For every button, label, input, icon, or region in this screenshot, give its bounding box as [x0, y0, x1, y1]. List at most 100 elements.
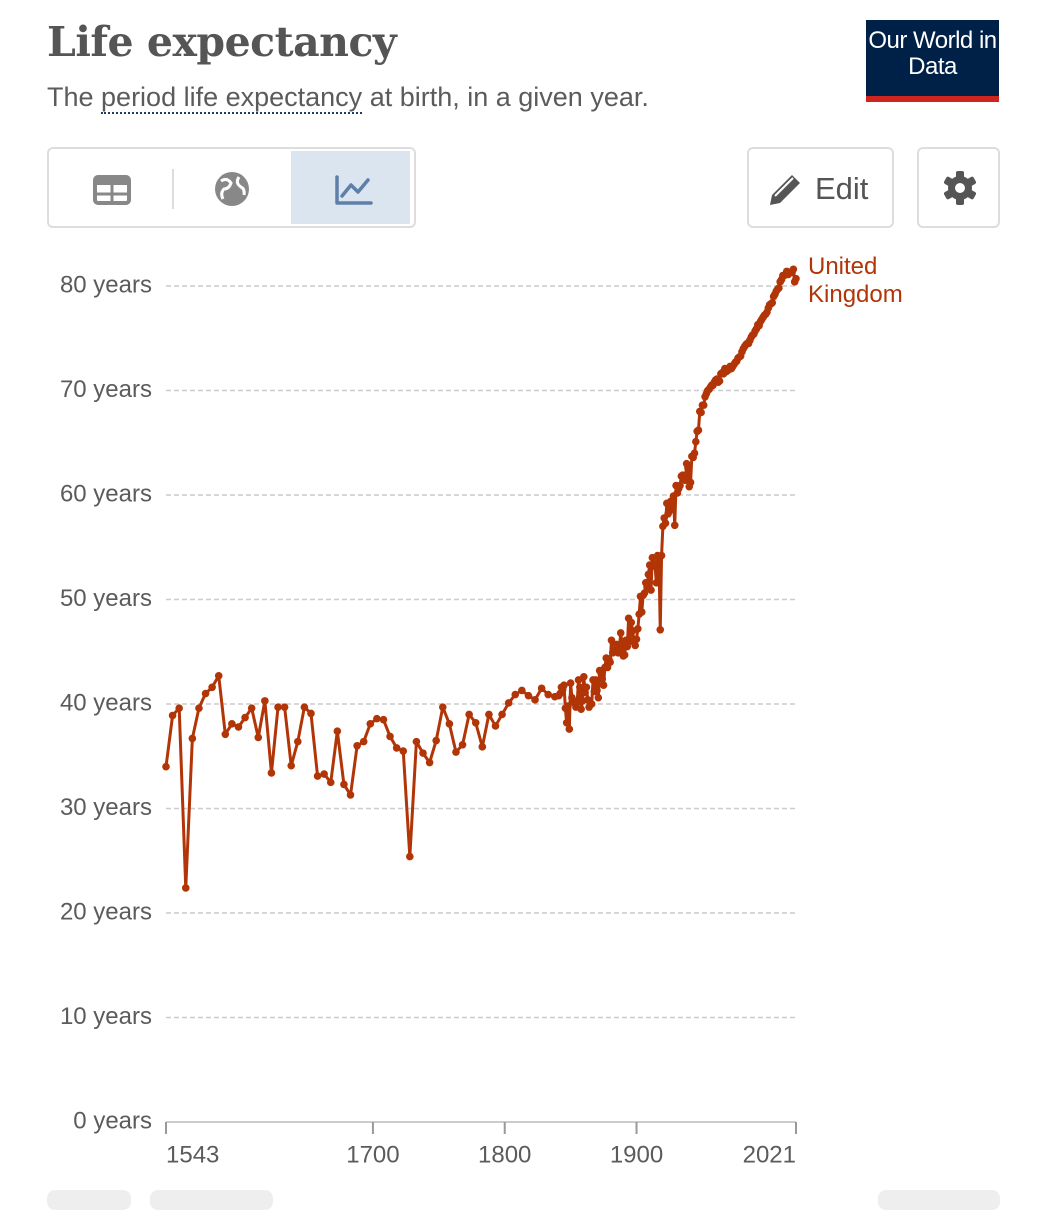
data-point: [677, 472, 686, 480]
data-point: [647, 586, 655, 594]
data-point: [664, 510, 672, 518]
data-point: [618, 639, 626, 648]
data-point: [619, 652, 628, 660]
y-tick-label: 40 years: [60, 689, 152, 716]
data-point: [705, 385, 713, 394]
data-point: [634, 624, 642, 633]
data-point: [723, 366, 732, 375]
data-point: [736, 352, 745, 360]
data-point: [162, 762, 170, 771]
data-point: [684, 464, 692, 472]
data-point: [703, 386, 712, 395]
data-point: [580, 673, 588, 681]
data-point: [711, 376, 720, 384]
edit-button[interactable]: Edit: [747, 147, 894, 228]
data-point: [769, 292, 778, 301]
data-point: [181, 884, 190, 892]
table-tab[interactable]: [93, 175, 131, 205]
data-point: [753, 320, 762, 329]
data-point: [751, 327, 759, 335]
data-point: [195, 704, 203, 712]
data-point: [333, 727, 342, 735]
x-tick-label: 1700: [346, 1141, 399, 1168]
data-point: [669, 492, 678, 500]
data-point: [792, 274, 800, 283]
data-point: [780, 271, 788, 280]
data-point: [432, 736, 440, 745]
data-point: [201, 689, 210, 698]
data-point: [585, 703, 593, 711]
data-point: [639, 591, 647, 600]
data-point: [790, 278, 799, 286]
map-tab[interactable]: [215, 172, 249, 206]
data-point: [718, 368, 726, 377]
data-point: [608, 648, 617, 657]
data-point: [689, 453, 697, 462]
y-tick-label: 60 years: [60, 480, 152, 507]
data-point: [632, 635, 641, 644]
data-point: [228, 720, 236, 728]
data-point: [735, 353, 744, 361]
data-point: [678, 471, 687, 479]
y-tick-label: 50 years: [60, 585, 152, 612]
data-point: [254, 733, 263, 742]
data-point: [630, 636, 638, 645]
data-point: [776, 278, 784, 286]
data-point: [756, 317, 765, 326]
data-point: [399, 747, 408, 755]
data-point: [465, 710, 473, 719]
logo[interactable]: Our World in Data: [866, 20, 999, 102]
data-point: [386, 732, 394, 741]
data-point: [719, 369, 728, 378]
data-point: [655, 554, 663, 563]
view-tabs: [47, 147, 416, 228]
settings-button[interactable]: [917, 147, 1000, 228]
chart-subtitle: The period life expectancy at birth, in …: [47, 82, 649, 114]
data-point: [175, 704, 183, 712]
data-point: [699, 401, 708, 409]
x-tick-label: 1543: [166, 1141, 219, 1168]
data-point: [648, 553, 657, 562]
data-point: [234, 723, 243, 731]
gear-icon: [944, 171, 976, 205]
data-point: [628, 627, 637, 635]
data-point: [594, 693, 603, 702]
data-point: [645, 561, 654, 569]
subtitle-link[interactable]: period life expectancy: [101, 82, 363, 114]
data-point: [326, 778, 335, 787]
data-point: [598, 675, 607, 683]
data-point: [637, 608, 646, 616]
data-point: [287, 761, 296, 770]
data-point: [785, 268, 794, 277]
data-point: [663, 499, 671, 508]
data-point: [710, 378, 719, 386]
data-point: [313, 772, 322, 780]
data-point: [280, 703, 289, 711]
data-point: [605, 655, 613, 663]
data-point: [681, 476, 690, 485]
pencil-icon: [770, 175, 800, 205]
data-point: [498, 710, 506, 719]
data-point: [560, 681, 568, 689]
data-point: [714, 378, 723, 386]
data-point: [561, 704, 570, 712]
data-point: [641, 578, 650, 587]
data-point: [524, 691, 533, 700]
data-point: [772, 287, 781, 296]
data-point: [562, 719, 571, 727]
data-point: [666, 497, 675, 506]
data-point: [781, 270, 790, 279]
data-point: [556, 689, 564, 698]
subtitle-text: The: [47, 82, 102, 112]
data-point: [757, 315, 766, 324]
data-point: [307, 709, 315, 718]
data-point: [544, 690, 553, 699]
data-point: [485, 710, 493, 719]
chart-tab[interactable]: [335, 175, 373, 205]
data-point: [773, 285, 782, 293]
data-point: [726, 362, 734, 371]
data-point: [672, 481, 680, 490]
data-point: [695, 407, 704, 416]
data-point: [782, 267, 791, 276]
